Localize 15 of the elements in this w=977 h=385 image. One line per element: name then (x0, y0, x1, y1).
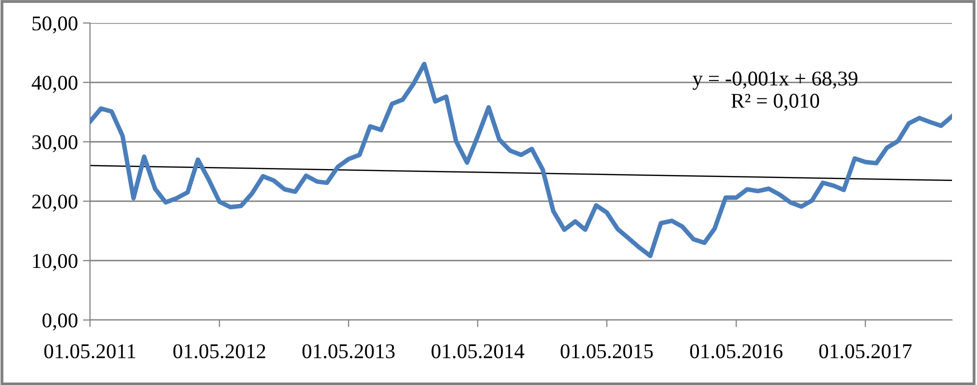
y-tick-label: 20,00 (32, 194, 78, 212)
y-tick-label: 50,00 (32, 16, 78, 34)
y-tick-label: 0,00 (42, 313, 78, 330)
y-tick-label: 10,00 (33, 254, 78, 272)
x-tick-label: 01.05.2012 (173, 344, 266, 358)
y-tick-label: 30,00 (32, 135, 78, 152)
x-tick-label: 01.05.2011 (44, 344, 136, 358)
y-tick-label: 40,00 (32, 76, 78, 93)
x-tick-label: 01.05.2016 (690, 344, 782, 358)
x-tick-label: 01.05.2013 (302, 344, 395, 358)
x-tick-label: 01.05.2017 (819, 344, 912, 358)
annotation: y = -0,001x + 68,39 (692, 72, 858, 90)
annotation: R² = 0,010 (731, 94, 820, 111)
x-tick-label: 01.05.2014 (432, 344, 524, 358)
x-tick-label: 01.05.2015 (560, 344, 653, 358)
